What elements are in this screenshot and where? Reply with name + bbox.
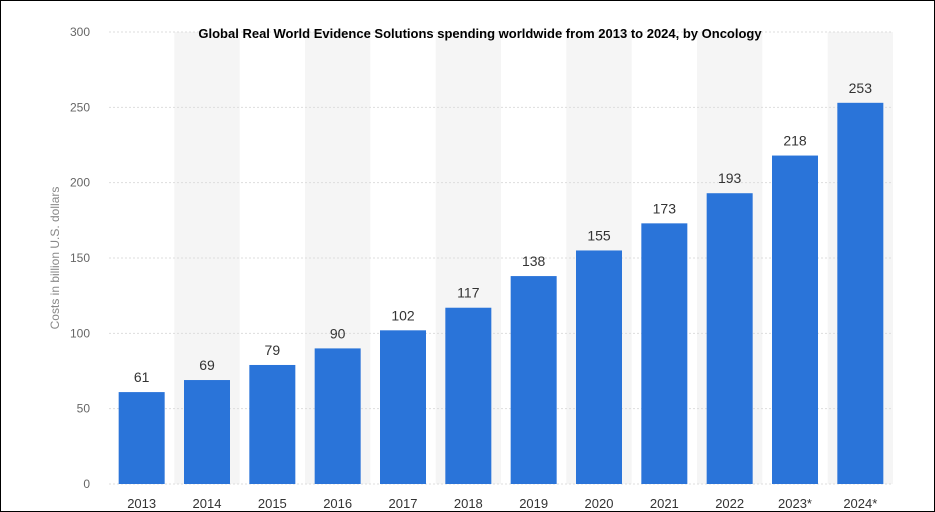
y-tick-label: 300	[70, 25, 90, 39]
data-label: 61	[134, 369, 150, 385]
bar	[706, 193, 753, 485]
x-tick-label: 2014	[193, 496, 222, 511]
x-tick-label: 2013	[127, 496, 156, 511]
data-label: 117	[457, 285, 480, 301]
data-label: 102	[391, 307, 415, 323]
data-label: 69	[199, 357, 215, 373]
y-tick-label: 150	[70, 251, 90, 265]
x-tick-label: 2022	[715, 496, 744, 511]
x-tick-label: 2020	[585, 496, 614, 511]
x-tick-label: 2015	[258, 496, 287, 511]
data-label: 138	[522, 253, 546, 269]
data-labels: 61 69 79 90 102 117 138 155 173 193 218 253	[134, 80, 872, 385]
x-tick-label: 2024*	[843, 496, 877, 511]
y-axis-ticks: 0 50 100 150 200 250 300	[70, 25, 90, 491]
bar	[641, 223, 688, 484]
data-label: 193	[718, 170, 742, 186]
y-axis-label: Costs in billion U.S. dollars	[48, 187, 62, 330]
x-tick-label: 2018	[454, 496, 483, 511]
data-label: 173	[653, 200, 677, 216]
data-label: 253	[849, 80, 873, 96]
data-label: 90	[330, 325, 346, 341]
bars	[118, 102, 884, 485]
bar	[510, 276, 557, 484]
y-tick-label: 200	[70, 176, 90, 190]
bar	[249, 364, 296, 484]
x-tick-label: 2023*	[778, 496, 812, 511]
bar	[380, 330, 426, 484]
bar	[184, 380, 230, 484]
data-label: 79	[265, 342, 281, 358]
bar	[314, 348, 361, 484]
x-tick-label: 2019	[519, 496, 548, 511]
y-tick-label: 100	[70, 326, 90, 340]
x-tick-label: 2017	[389, 496, 418, 511]
chart-title: Global Real World Evidence Solutions spe…	[198, 26, 762, 41]
gridlines	[109, 31, 893, 485]
data-label: 155	[587, 227, 611, 243]
bar	[576, 250, 622, 484]
y-tick-label: 50	[77, 402, 91, 416]
bar	[118, 392, 165, 484]
bar	[837, 102, 884, 485]
y-tick-label: 0	[83, 477, 90, 491]
y-tick-label: 250	[70, 100, 90, 114]
x-tick-label: 2016	[323, 496, 352, 511]
data-label: 218	[783, 133, 807, 149]
bar	[445, 307, 492, 484]
x-axis-ticks: 2013 2014 2015 2016 2017 2018 2019 2020 2021 2022…	[127, 496, 877, 511]
bar	[772, 155, 818, 484]
x-tick-label: 2021	[650, 496, 679, 511]
